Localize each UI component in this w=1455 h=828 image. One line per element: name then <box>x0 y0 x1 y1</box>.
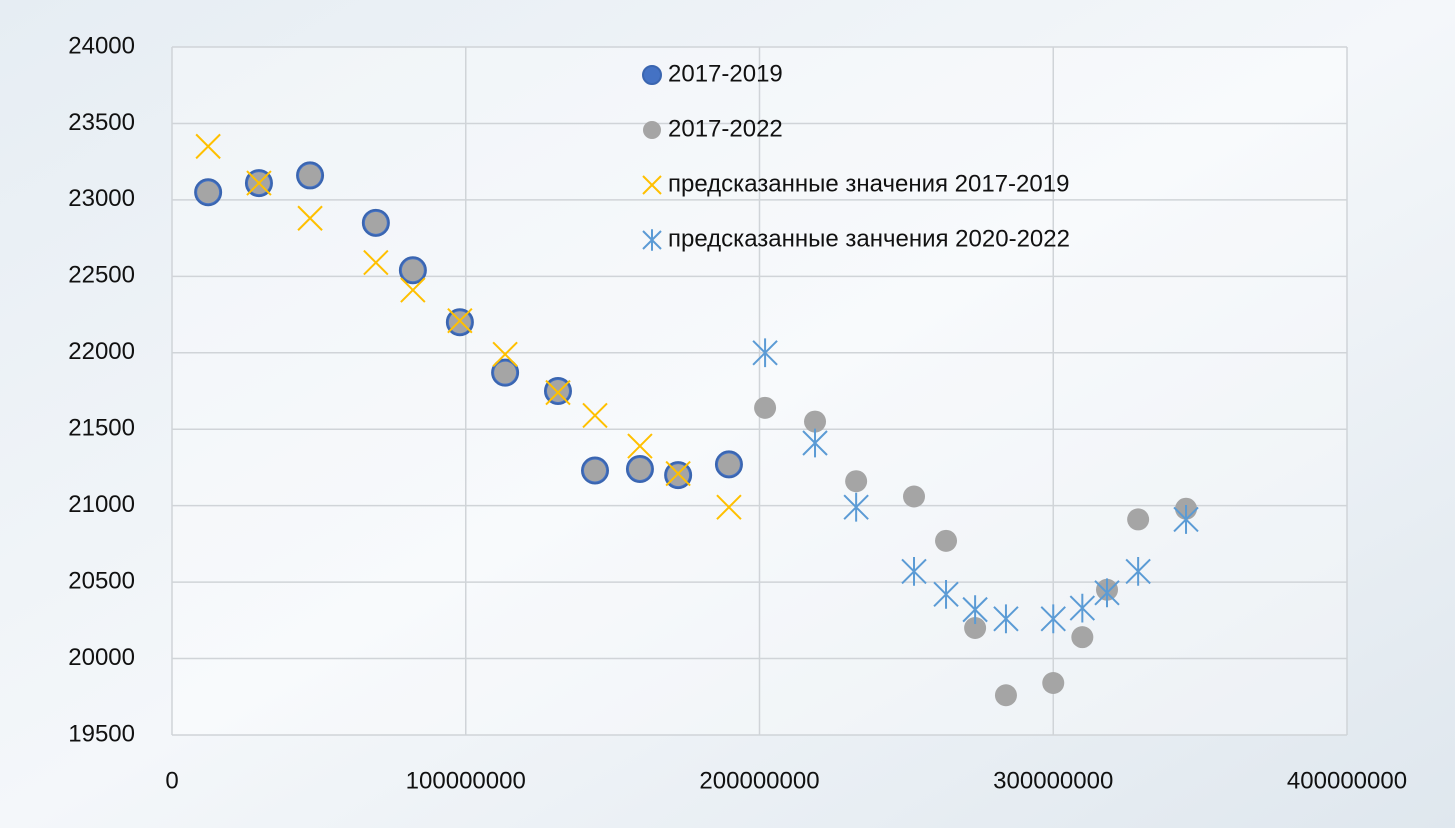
point <box>400 277 426 303</box>
point <box>297 205 323 231</box>
point <box>584 459 606 482</box>
y-tick-label: 22500 <box>68 262 135 289</box>
point <box>1071 626 1094 649</box>
y-tick-label: 19500 <box>68 720 135 747</box>
point <box>1173 505 1199 534</box>
point <box>628 457 651 480</box>
y-tick-label: 21500 <box>68 415 135 442</box>
legend-marker <box>642 175 662 195</box>
point <box>582 402 608 429</box>
point <box>448 311 471 334</box>
point <box>627 433 653 459</box>
point <box>804 410 827 433</box>
point <box>401 259 424 282</box>
y-tick-label: 20000 <box>68 644 135 671</box>
point <box>546 380 569 402</box>
legend-label: 2017-2019 <box>668 60 783 87</box>
x-tick-label: 100000000 <box>406 767 526 794</box>
point <box>494 361 517 384</box>
point <box>1040 604 1066 634</box>
point <box>933 579 959 609</box>
point <box>802 428 828 458</box>
y-tick-label: 23000 <box>68 185 135 212</box>
point <box>1125 557 1151 586</box>
point <box>717 453 740 476</box>
legend-marker <box>642 229 662 251</box>
x-tick-label: 200000000 <box>699 767 819 794</box>
legend-label: предсказанные значения 2017-2019 <box>668 170 1069 197</box>
legend-marker <box>642 65 662 85</box>
x-tick-label: 400000000 <box>1287 767 1407 794</box>
point <box>845 470 868 493</box>
point <box>197 181 220 204</box>
point <box>716 494 742 520</box>
point <box>364 211 387 234</box>
point <box>667 464 690 487</box>
legend-label: предсказанные занчения 2020-2022 <box>668 225 1070 252</box>
point <box>994 684 1017 707</box>
legend-marker <box>643 121 661 139</box>
point <box>492 341 518 368</box>
point <box>752 338 778 368</box>
point <box>1069 593 1096 623</box>
point <box>363 249 389 276</box>
point <box>299 164 322 187</box>
point <box>545 379 571 406</box>
point <box>962 595 988 625</box>
y-tick-label: 23500 <box>68 109 135 136</box>
point <box>1127 508 1150 531</box>
point <box>1094 578 1120 608</box>
y-tick-label: 21000 <box>68 491 135 518</box>
point <box>903 485 926 508</box>
point <box>964 616 987 639</box>
point <box>195 133 221 160</box>
point <box>665 460 691 487</box>
point <box>1042 672 1065 695</box>
point <box>246 170 272 196</box>
point <box>843 492 869 522</box>
legend-label: 2017-2022 <box>668 115 783 142</box>
y-tick-label: 20500 <box>68 567 135 594</box>
x-tick-label: 300000000 <box>993 767 1113 794</box>
point <box>901 557 927 586</box>
point <box>754 396 777 419</box>
point <box>993 604 1019 634</box>
point <box>447 307 473 334</box>
point <box>935 529 958 552</box>
y-tick-label: 22000 <box>68 338 135 365</box>
x-tick-label: 0 <box>165 767 178 794</box>
y-tick-label: 24000 <box>68 32 135 59</box>
